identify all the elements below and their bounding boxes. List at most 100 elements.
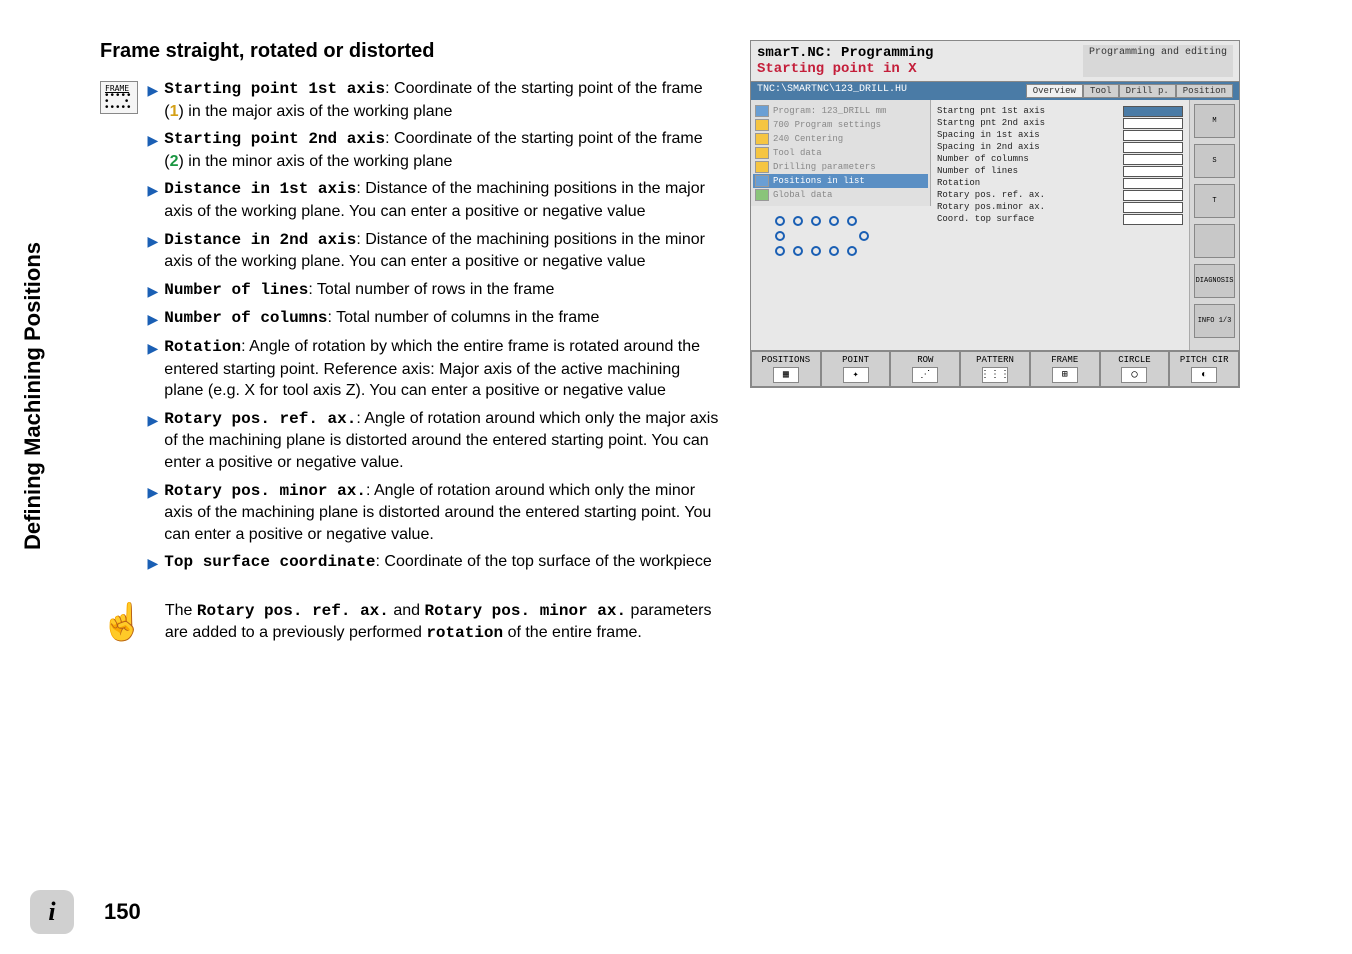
sc-bottom-button[interactable]: PITCH CIR◐ [1169,351,1239,387]
parameter-text: Rotation: Angle of rotation by which the… [164,336,720,402]
sc-side-button[interactable]: M [1194,104,1235,138]
main-content: Frame straight, rotated or distorted FRA… [100,40,1292,645]
sc-tree-item[interactable]: Program: 123_DRILL mm [753,104,928,118]
sc-form-input[interactable] [1123,118,1183,129]
tree-node-icon [755,147,769,159]
sc-form: Startng pnt 1st axisStartng pnt 2nd axis… [931,100,1189,350]
parameter-text: Distance in 1st axis: Distance of the ma… [164,178,720,222]
sc-form-input[interactable] [1123,166,1183,177]
sc-form-input[interactable] [1123,202,1183,213]
sc-tree-item[interactable]: Drilling parameters [753,160,928,174]
sc-form-row: Rotary pos.minor ax. [937,202,1183,213]
sc-tab[interactable]: Tool [1083,84,1119,98]
sc-form-row: Number of lines [937,166,1183,177]
sc-tree-item[interactable]: Positions in list [753,174,928,188]
parameter-item: ▶Rotary pos. minor ax.: Angle of rotatio… [148,480,720,546]
sc-side-button[interactable] [1194,224,1235,258]
sc-tab[interactable]: Drill p. [1119,84,1176,98]
parameter-text: Starting point 2nd axis: Coordinate of t… [164,128,720,172]
tree-node-icon [755,133,769,145]
frame-icon: FRAME •••••• •••••• [100,81,138,114]
sc-tree-item[interactable]: 240 Centering [753,132,928,146]
sc-bottom-button[interactable]: POSITIONS▦ [751,351,821,387]
sc-side-button[interactable]: S [1194,144,1235,178]
sc-bottom-button-icon: ⋮⋮⋮ [982,367,1008,383]
sc-form-row: Rotation [937,178,1183,189]
note-text: The Rotary pos. ref. ax. and Rotary pos.… [165,600,720,645]
sc-bottom-button[interactable]: FRAME⊞ [1030,351,1100,387]
sc-form-input[interactable] [1123,214,1183,225]
sc-title-main: smarT.NC: Programming [757,45,933,61]
sc-side-button[interactable]: T [1194,184,1235,218]
frame-icon-dots: •••••• •••••• [105,93,133,111]
sc-path: TNC:\SMARTNC\123_DRILL.HU [757,84,1026,98]
parameter-text: Starting point 1st axis: Coordinate of t… [164,78,720,122]
arrow-icon: ▶ [148,232,159,273]
arrow-icon: ▶ [148,131,159,172]
sc-left-pane: Program: 123_DRILL mm700 Program setting… [751,100,931,350]
sc-titlebar: smarT.NC: Programming Starting point in … [751,41,1239,82]
sc-bottom-button-icon: ▦ [773,367,799,383]
sc-bottombar: POSITIONS▦POINT✦ROW⋰PATTERN⋮⋮⋮FRAME⊞CIRC… [751,350,1239,387]
sc-form-label: Number of lines [937,166,1018,177]
sc-form-label: Spacing in 2nd axis [937,142,1040,153]
sc-form-label: Number of columns [937,154,1029,165]
sc-bottom-button[interactable]: CIRCLE◯ [1100,351,1170,387]
right-column: smarT.NC: Programming Starting point in … [750,40,1240,645]
sc-tree-item[interactable]: Global data [753,188,928,202]
sc-tab[interactable]: Overview [1026,84,1083,98]
tree-node-icon [755,105,769,117]
section-title: Frame straight, rotated or distorted [100,40,720,63]
sc-bottom-button[interactable]: POINT✦ [821,351,891,387]
arrow-icon: ▶ [148,554,159,574]
sc-form-input[interactable] [1123,142,1183,153]
sc-bottom-button-icon: ◐ [1191,367,1217,383]
sc-preview [751,206,931,271]
parameter-item: ▶Number of columns: Total number of colu… [148,307,720,330]
sc-bottom-button-icon: ✦ [843,367,869,383]
sc-bottom-button-icon: ⊞ [1052,367,1078,383]
sc-bottom-button-icon: ⋰ [912,367,938,383]
sc-form-input[interactable] [1123,130,1183,141]
hand-point-icon: ☝ [100,601,145,643]
sc-form-input[interactable] [1123,190,1183,201]
parameter-item: ▶Rotary pos. ref. ax.: Angle of rotation… [148,408,720,474]
arrow-icon: ▶ [148,411,159,474]
sc-tab[interactable]: Position [1176,84,1233,98]
sc-tree-item[interactable]: 700 Program settings [753,118,928,132]
sc-sidebar: MST DIAGNOSIS INFO 1/3 [1189,100,1239,350]
sc-form-label: Coord. top surface [937,214,1034,225]
sc-form-input[interactable] [1123,154,1183,165]
tree-node-icon [755,189,769,201]
sc-side-button[interactable]: DIAGNOSIS [1194,264,1235,298]
sc-form-row: Spacing in 2nd axis [937,142,1183,153]
parameter-text: Rotary pos. minor ax.: Angle of rotation… [164,480,720,546]
sc-form-row: Spacing in 1st axis [937,130,1183,141]
sc-preview-grid [771,216,873,261]
sc-tree: Program: 123_DRILL mm700 Program setting… [751,100,931,206]
arrow-icon: ▶ [148,282,159,302]
sc-bottom-button-icon: ◯ [1121,367,1147,383]
parameter-text: Rotary pos. ref. ax.: Angle of rotation … [164,408,720,474]
sc-form-row: Number of columns [937,154,1183,165]
arrow-icon: ▶ [148,310,159,330]
arrow-icon: ▶ [148,339,159,402]
tree-node-icon [755,119,769,131]
sc-form-input[interactable] [1123,178,1183,189]
parameter-item: ▶Starting point 1st axis: Coordinate of … [148,78,720,122]
sc-bottom-button[interactable]: PATTERN⋮⋮⋮ [960,351,1030,387]
parameter-item: ▶Rotation: Angle of rotation by which th… [148,336,720,402]
sc-bottom-button[interactable]: ROW⋰ [890,351,960,387]
arrow-icon: ▶ [148,81,159,122]
tree-node-icon [755,175,769,187]
sc-tree-item[interactable]: Tool data [753,146,928,160]
arrow-icon: ▶ [148,483,159,546]
sc-side-button[interactable]: INFO 1/3 [1194,304,1235,338]
sc-title-sub: Starting point in X [757,61,933,77]
parameter-item: ▶Number of lines: Total number of rows i… [148,279,720,302]
sc-body: Program: 123_DRILL mm700 Program setting… [751,100,1239,350]
parameter-text: Number of columns: Total number of colum… [164,307,599,330]
sc-form-input[interactable] [1123,106,1183,117]
parameter-text: Number of lines: Total number of rows in… [164,279,554,302]
sc-form-label: Startng pnt 1st axis [937,106,1045,117]
